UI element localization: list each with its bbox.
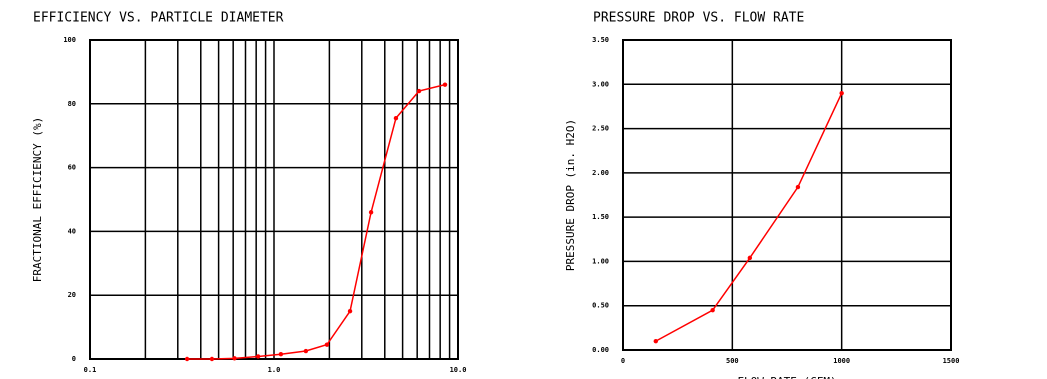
data-point <box>747 255 753 261</box>
x-tick-label: 0.1 <box>84 366 97 374</box>
data-point <box>347 308 353 314</box>
data-point <box>442 82 448 87</box>
data-point <box>795 184 801 190</box>
x-tick-label: 1.0 <box>268 366 281 374</box>
data-point <box>710 307 715 313</box>
y-tick-label: 100 <box>63 36 76 44</box>
y-tick-label: 2.50 <box>592 125 609 133</box>
y-tick-label: 40 <box>68 227 76 235</box>
y-tick-label: 60 <box>68 164 76 172</box>
data-line <box>187 83 446 360</box>
data-point <box>303 348 309 354</box>
y-tick-label: 0.00 <box>592 346 609 354</box>
y-tick-label: 0.50 <box>592 302 609 310</box>
x-tick-label: 0 <box>621 357 625 365</box>
data-point <box>184 356 190 362</box>
data-point <box>653 338 658 344</box>
data-point <box>209 356 215 362</box>
data-point <box>839 90 844 96</box>
plot-frame <box>622 39 952 351</box>
y-tick-label: 3.00 <box>592 80 609 88</box>
y-axis-label: PRESSURE DROP (in. H2O) <box>564 119 577 271</box>
chart-title: PRESSURE DROP VS. FLOW RATE <box>593 11 804 26</box>
y-tick-label: 3.50 <box>592 36 609 44</box>
data-point <box>232 356 237 361</box>
data-point <box>255 354 261 359</box>
plot-frame <box>89 39 459 360</box>
x-tick-label: 10.0 <box>450 366 467 374</box>
chart-title: EFFICIENCY VS. PARTICLE DIAMETER <box>33 11 284 26</box>
x-tick-label: 1500 <box>943 357 960 365</box>
data-point <box>368 210 374 215</box>
x-tick-label: 500 <box>726 357 739 365</box>
y-tick-label: 80 <box>68 100 76 108</box>
y-tick-label: 1.00 <box>592 257 609 265</box>
data-point <box>393 115 399 121</box>
y-tick-label: 2.00 <box>592 169 609 177</box>
data-point <box>278 352 284 357</box>
y-tick-label: 1.50 <box>592 213 609 221</box>
data-point <box>324 342 330 347</box>
x-tick-label: 1000 <box>833 357 850 365</box>
y-tick-label: 0 <box>72 355 76 363</box>
data-point <box>416 88 422 94</box>
y-tick-label: 20 <box>68 291 76 299</box>
y-axis-label: FRACTIONAL EFFICIENCY (%) <box>31 117 44 283</box>
x-axis-label: FLOW RATE (CFM) <box>737 375 836 379</box>
